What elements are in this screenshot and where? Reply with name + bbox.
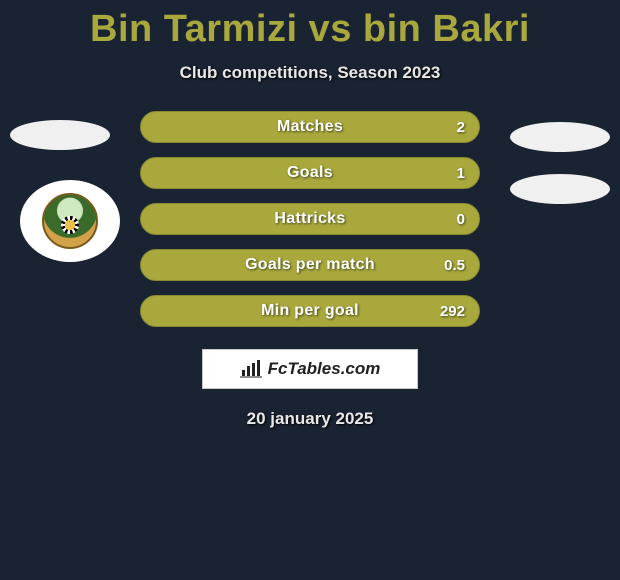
stat-bar-matches: Matches 2 (140, 111, 480, 143)
stat-label: Goals (287, 164, 333, 182)
stat-bar-goals-per-match: Goals per match 0.5 (140, 249, 480, 281)
stat-value-right: 292 (440, 303, 465, 320)
bar-chart-icon (240, 360, 262, 378)
stat-label: Hattricks (274, 210, 345, 228)
stat-label: Min per goal (261, 302, 359, 320)
brand-box[interactable]: FcTables.com (202, 349, 418, 389)
brand-text: FcTables.com (268, 359, 381, 379)
stat-value-right: 1 (457, 165, 465, 182)
stat-bar-min-per-goal: Min per goal 292 (140, 295, 480, 327)
page-title: Bin Tarmizi vs bin Bakri (0, 0, 620, 51)
stat-row: Goals per match 0.5 (0, 249, 620, 281)
page-subtitle: Club competitions, Season 2023 (0, 63, 620, 83)
stat-value-right: 2 (457, 119, 465, 136)
stat-row: Min per goal 292 (0, 295, 620, 327)
stat-label: Goals per match (245, 256, 375, 274)
stat-row: Goals 1 (0, 157, 620, 189)
stat-row: Hattricks 0 (0, 203, 620, 235)
stats-container: Matches 2 Goals 1 Hattricks 0 Goals per … (0, 111, 620, 327)
stat-label: Matches (277, 118, 343, 136)
stat-bar-hattricks: Hattricks 0 (140, 203, 480, 235)
footer-date: 20 january 2025 (0, 409, 620, 429)
stat-value-right: 0.5 (444, 257, 465, 274)
stat-row: Matches 2 (0, 111, 620, 143)
stat-bar-goals: Goals 1 (140, 157, 480, 189)
stat-value-right: 0 (457, 211, 465, 228)
